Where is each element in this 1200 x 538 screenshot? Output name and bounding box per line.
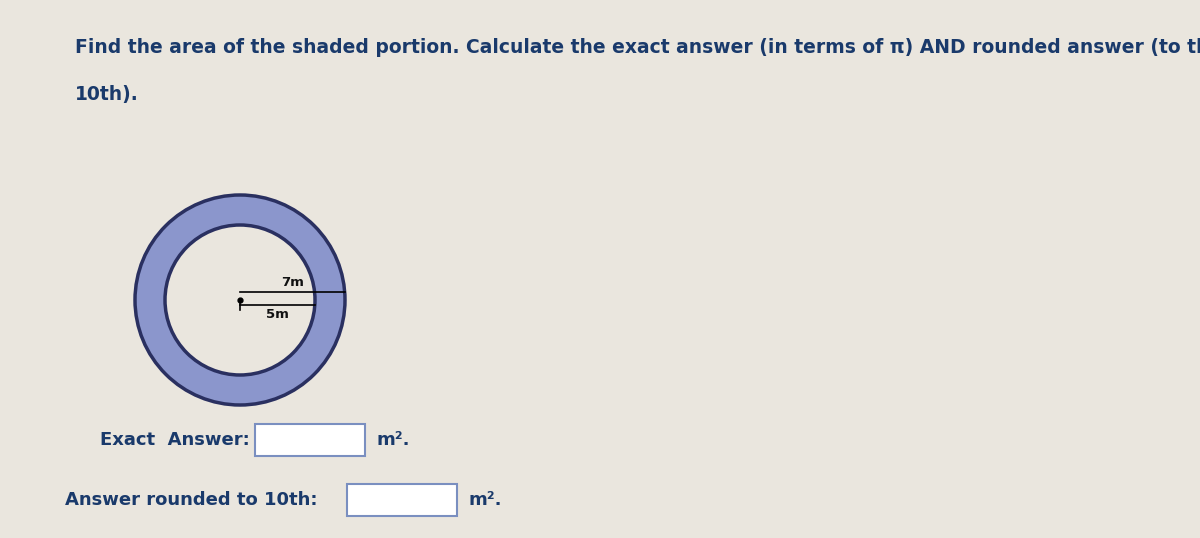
Text: Find the area of the shaded portion. Calculate the exact answer (in terms of π) : Find the area of the shaded portion. Cal… (74, 38, 1200, 57)
FancyBboxPatch shape (256, 424, 365, 456)
Text: Exact  Answer:: Exact Answer: (100, 431, 250, 449)
Text: 7m: 7m (281, 276, 304, 289)
Text: m².: m². (377, 431, 410, 449)
Text: Answer rounded to 10th:: Answer rounded to 10th: (65, 491, 318, 509)
Text: m².: m². (469, 491, 503, 509)
Text: 10th).: 10th). (74, 85, 139, 104)
Circle shape (166, 225, 314, 375)
FancyBboxPatch shape (347, 484, 457, 516)
Circle shape (134, 195, 346, 405)
Text: 5m: 5m (266, 308, 289, 321)
